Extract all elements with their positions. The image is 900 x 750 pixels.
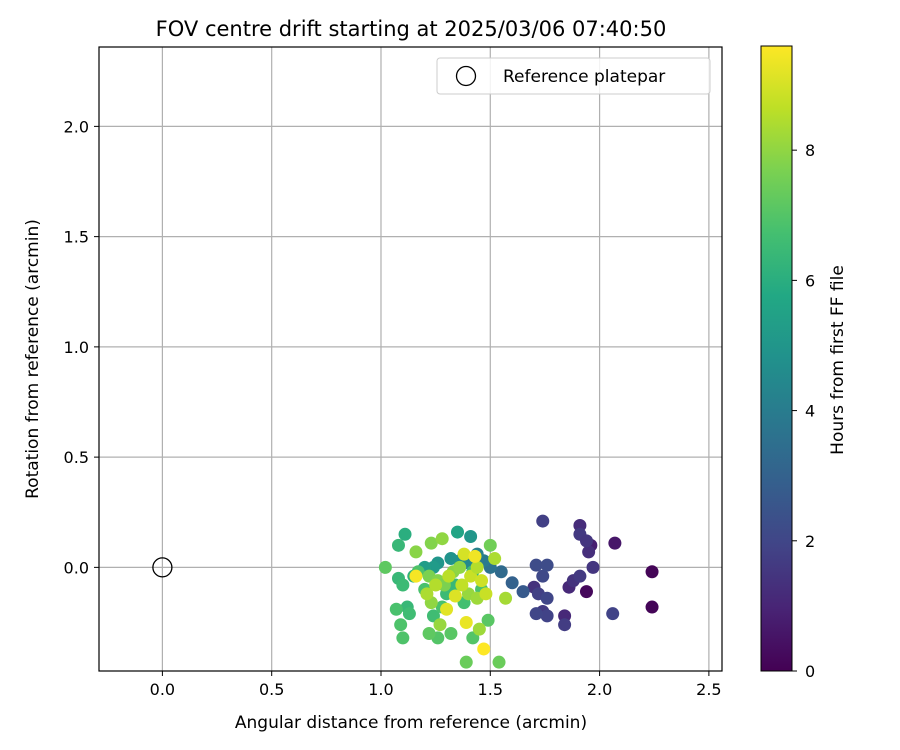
scatter-point bbox=[409, 569, 423, 583]
scatter-point bbox=[582, 545, 596, 559]
reference-platepar-marker bbox=[152, 557, 173, 578]
scatter-point bbox=[470, 560, 484, 574]
scatter-point bbox=[536, 569, 550, 583]
y-tick-label: 1.0 bbox=[64, 338, 89, 357]
scatter-point bbox=[433, 618, 447, 632]
y-axis-ticks: 0.0 0.5 1.0 1.5 2.0 bbox=[64, 117, 99, 577]
colorbar-ticks: 0 2 4 6 8 bbox=[792, 141, 815, 681]
scatter-point bbox=[396, 578, 410, 592]
scatter-point bbox=[453, 560, 467, 574]
y-tick-label: 2.0 bbox=[64, 117, 89, 136]
scatter-point bbox=[457, 547, 471, 561]
scatter-point bbox=[536, 514, 550, 528]
scatter-point bbox=[558, 618, 572, 632]
scatter-point bbox=[579, 534, 593, 548]
scatter-point bbox=[444, 552, 458, 566]
scatter-point bbox=[464, 529, 478, 543]
colorbar-tick-label: 8 bbox=[805, 141, 815, 160]
scatter-point bbox=[378, 560, 392, 574]
scatter-point bbox=[488, 552, 502, 566]
chart-title: FOV centre drift starting at 2025/03/06 … bbox=[156, 17, 667, 41]
x-tick-label: 0.0 bbox=[150, 680, 175, 699]
x-tick-label: 0.5 bbox=[259, 680, 284, 699]
scatter-point bbox=[499, 591, 513, 605]
scatter-point bbox=[540, 591, 554, 605]
colorbar-tick-label: 0 bbox=[805, 662, 815, 681]
scatter-point bbox=[505, 576, 519, 590]
x-axis-ticks: 0.0 0.5 1.0 1.5 2.0 2.5 bbox=[150, 671, 722, 699]
scatter-point bbox=[424, 536, 438, 550]
x-tick-label: 1.5 bbox=[478, 680, 503, 699]
scatter-point bbox=[468, 549, 482, 563]
scatter-point bbox=[529, 558, 543, 572]
scatter-point bbox=[391, 538, 405, 552]
scatter-point bbox=[420, 587, 434, 601]
scatter-point bbox=[409, 545, 423, 559]
scatter-point bbox=[455, 578, 469, 592]
scatter-point bbox=[586, 560, 600, 574]
x-tick-label: 2.5 bbox=[696, 680, 721, 699]
scatter-point bbox=[450, 525, 464, 539]
scatter-point bbox=[444, 627, 458, 641]
legend-reference-marker bbox=[455, 65, 477, 87]
scatter-point bbox=[492, 655, 506, 669]
scatter-point bbox=[475, 574, 489, 588]
scatter-point bbox=[608, 536, 622, 550]
legend-box bbox=[436, 57, 711, 95]
scatter-point bbox=[494, 565, 508, 579]
scatter-point bbox=[645, 565, 659, 579]
scatter-point bbox=[459, 615, 473, 629]
scatter-point bbox=[479, 587, 493, 601]
scatter-point bbox=[402, 607, 416, 621]
scatter-point bbox=[435, 532, 449, 546]
scatter-point bbox=[459, 655, 473, 669]
scatter-point bbox=[540, 558, 554, 572]
scatter-point bbox=[516, 585, 530, 599]
legend: Reference platepar bbox=[436, 57, 711, 95]
colorbar-tick-label: 4 bbox=[805, 402, 815, 421]
x-axis-label: Angular distance from reference (arcmin) bbox=[235, 713, 587, 733]
scatter-point bbox=[540, 609, 554, 623]
scatter-point bbox=[573, 569, 587, 583]
scatter-point bbox=[483, 538, 497, 552]
scatter-point bbox=[440, 602, 454, 616]
scatter-point bbox=[477, 642, 491, 656]
scatter-point bbox=[429, 578, 443, 592]
x-tick-label: 1.0 bbox=[368, 680, 393, 699]
legend-entry-reference: Reference platepar bbox=[503, 67, 665, 87]
scatter-point bbox=[398, 527, 412, 541]
scatter-point bbox=[394, 618, 408, 632]
colorbar-tick-label: 6 bbox=[805, 271, 815, 290]
colorbar-tick-label: 2 bbox=[805, 532, 815, 551]
y-tick-label: 1.5 bbox=[64, 228, 89, 247]
colorbar: 0 2 4 6 8 Hours from first FF file bbox=[760, 45, 848, 681]
scatter-point bbox=[645, 600, 659, 614]
scatter-point bbox=[606, 607, 620, 621]
colorbar-gradient bbox=[760, 45, 793, 672]
scatter-point bbox=[396, 631, 410, 645]
scatter-point bbox=[481, 613, 495, 627]
grid-lines bbox=[99, 47, 722, 671]
scatter-point bbox=[442, 569, 456, 583]
scatter-point bbox=[472, 622, 486, 636]
scatter-point bbox=[448, 589, 462, 603]
plot-frame bbox=[98, 46, 723, 672]
scatter-point bbox=[579, 585, 593, 599]
x-tick-label: 2.0 bbox=[587, 680, 612, 699]
y-tick-label: 0.0 bbox=[64, 558, 89, 577]
colorbar-label: Hours from first FF file bbox=[828, 265, 848, 455]
scatter-point bbox=[389, 602, 403, 616]
y-axis-label: Rotation from reference (arcmin) bbox=[23, 219, 43, 499]
data-points bbox=[378, 514, 659, 669]
scatter-point bbox=[529, 607, 543, 621]
y-tick-label: 0.5 bbox=[64, 448, 89, 467]
scatter-point bbox=[422, 627, 436, 641]
